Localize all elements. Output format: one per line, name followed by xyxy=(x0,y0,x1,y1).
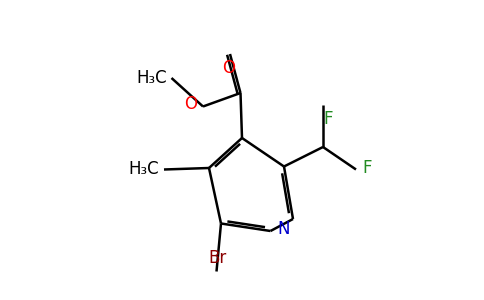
Text: H₃C: H₃C xyxy=(129,160,160,178)
Text: O: O xyxy=(222,59,235,77)
Text: F: F xyxy=(363,159,372,177)
Text: N: N xyxy=(277,220,289,238)
Text: O: O xyxy=(184,95,197,113)
Text: H₃C: H₃C xyxy=(136,69,167,87)
Text: F: F xyxy=(324,110,333,128)
Text: Br: Br xyxy=(209,249,227,267)
